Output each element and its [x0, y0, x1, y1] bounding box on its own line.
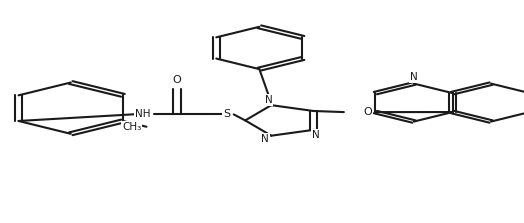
Text: CH₃: CH₃	[122, 122, 141, 132]
Text: O: O	[173, 75, 181, 85]
Text: S: S	[223, 109, 231, 119]
Text: N: N	[265, 95, 272, 105]
Text: NH: NH	[135, 109, 150, 119]
Text: N: N	[312, 130, 320, 140]
Text: N: N	[261, 134, 269, 144]
Text: N: N	[410, 72, 418, 82]
Text: O: O	[363, 107, 372, 117]
